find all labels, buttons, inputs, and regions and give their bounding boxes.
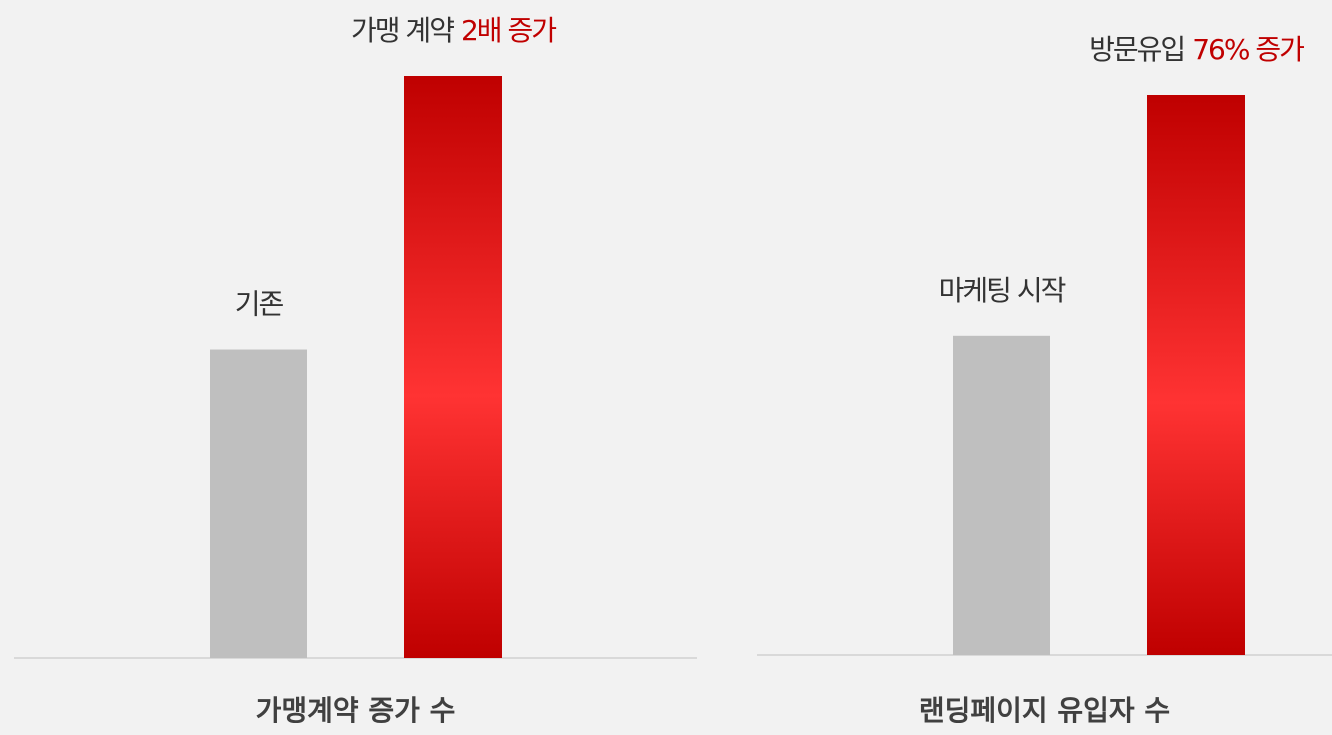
bar-label: 기존 bbox=[235, 288, 284, 321]
chart-title: 랜딩페이지 유입자 수 bbox=[919, 694, 1170, 727]
bar-label: 방문유입 76% 증가 bbox=[1089, 33, 1304, 66]
bar-label-part: 방문유입 bbox=[1089, 33, 1184, 66]
chart-title: 가맹계약 증가 수 bbox=[256, 694, 456, 727]
bar-label-part: 기존 bbox=[235, 288, 284, 321]
bar-label: 가맹 계약 2배 증가 bbox=[351, 14, 556, 47]
bar bbox=[210, 349, 307, 658]
bar-label-part: 76% 증가 bbox=[1192, 33, 1304, 66]
bar bbox=[953, 335, 1050, 655]
bar-label-part: 2배 증가 bbox=[461, 14, 556, 47]
bar-label-part: 마케팅 시작 bbox=[939, 274, 1066, 307]
bar bbox=[404, 76, 502, 658]
bar-label: 마케팅 시작 bbox=[939, 274, 1066, 307]
bar-label-part: 가맹 계약 bbox=[351, 14, 454, 47]
bar bbox=[1147, 95, 1245, 655]
